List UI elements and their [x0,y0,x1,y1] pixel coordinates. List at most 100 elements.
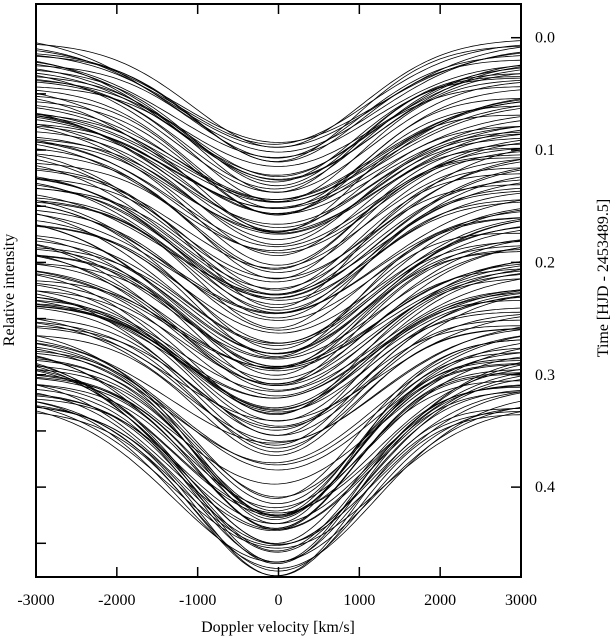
y2-tick-label: 0.3 [535,367,555,384]
profile-line [36,50,521,143]
left-axis-ticks [36,93,46,545]
profile-line [36,200,521,311]
profile-line [36,141,521,248]
x-axis-title: Doppler velocity [km/s] [201,619,355,636]
profile-line [36,199,521,319]
profile-line [36,141,521,256]
profile-line [36,44,521,145]
profile-line [36,158,521,269]
profile-line [36,364,521,525]
y2-tick-label: 0.1 [535,142,555,159]
profile-line [36,392,521,545]
profile-line [36,55,521,159]
profile-line [36,263,521,391]
profile-line [36,173,521,291]
profile-line [36,375,521,532]
y-axis-title: Relative intensity [1,234,18,346]
profile-line [36,360,521,504]
x-tick-label: -3000 [17,592,54,609]
profile-line [36,244,521,380]
profile-line [36,149,521,283]
profile-line [36,139,521,252]
profile-line [36,148,521,273]
profile-line [36,269,521,397]
profile-line [36,342,521,517]
profile-line [36,335,521,464]
profile-line [36,153,521,280]
profile-line [36,328,521,456]
profile-line [36,123,521,235]
profile-line [36,369,521,530]
profile-line [36,101,521,200]
profile-line [36,76,521,193]
profile-line [36,220,521,334]
y2-tick-label: 0.4 [535,479,555,496]
profile-line [36,327,521,449]
profile-line [36,80,521,178]
profile-line [36,176,521,305]
profile-line [36,125,521,229]
profile-line [36,116,521,209]
profile-line [36,77,521,183]
profile-line [36,391,521,547]
profile-curves [36,40,521,577]
profile-line [36,307,521,436]
profile-line [36,389,521,553]
x-tick-label: 1000 [343,592,375,609]
profile-line [36,384,521,563]
profile-line [36,190,521,329]
profile-line [36,292,521,411]
profile-line [36,255,521,372]
profile-line [36,343,521,471]
profile-line [36,405,521,549]
x-tick-label: 0 [275,592,283,609]
y2-tick-label: 0.2 [535,254,555,271]
profile-line [36,307,521,446]
x-tick-label: 3000 [505,592,537,609]
profile-line [36,60,521,180]
profile-line [36,213,521,344]
profile-line [36,178,521,296]
profile-line [36,137,521,240]
profile-line [36,136,521,266]
profile-line [36,53,521,163]
profile-line [36,167,521,308]
profile-line [36,211,521,315]
profile-line [36,274,521,385]
profile-line [36,226,521,346]
profile-line [36,335,521,466]
profile-line [36,385,521,544]
profile-line [36,326,521,444]
profile-line [36,360,521,512]
profile-line [36,69,521,187]
y2-tick-label: 0.0 [535,30,555,47]
profile-line [36,278,521,392]
x-tick-label: -2000 [98,592,135,609]
profile-line [36,339,521,499]
profile-line [36,245,521,376]
profile-line [36,251,521,370]
profile-line [36,210,521,331]
profile-line [36,115,521,215]
profile-line [36,289,521,414]
profile-line [36,114,521,233]
x-tick-label: -1000 [179,592,216,609]
profile-line [36,322,521,442]
profile-line [36,154,521,270]
profile-line [36,325,521,431]
x-axis-ticks: -3000 -2000 -1000 0 1000 2000 3000 [17,4,537,609]
profile-line [36,64,521,176]
profile-line [36,131,521,245]
profile-line [36,346,521,498]
y2-axis-title: Time [HJD - 2453489.5] [595,199,612,358]
profile-line [36,199,521,314]
profile-line [36,217,521,358]
profile-line [36,373,521,529]
profile-line [36,296,521,410]
profile-line [36,115,521,234]
profile-line [36,184,521,295]
profile-line [36,224,521,350]
profile-line [36,293,521,428]
profile-line [36,290,521,399]
